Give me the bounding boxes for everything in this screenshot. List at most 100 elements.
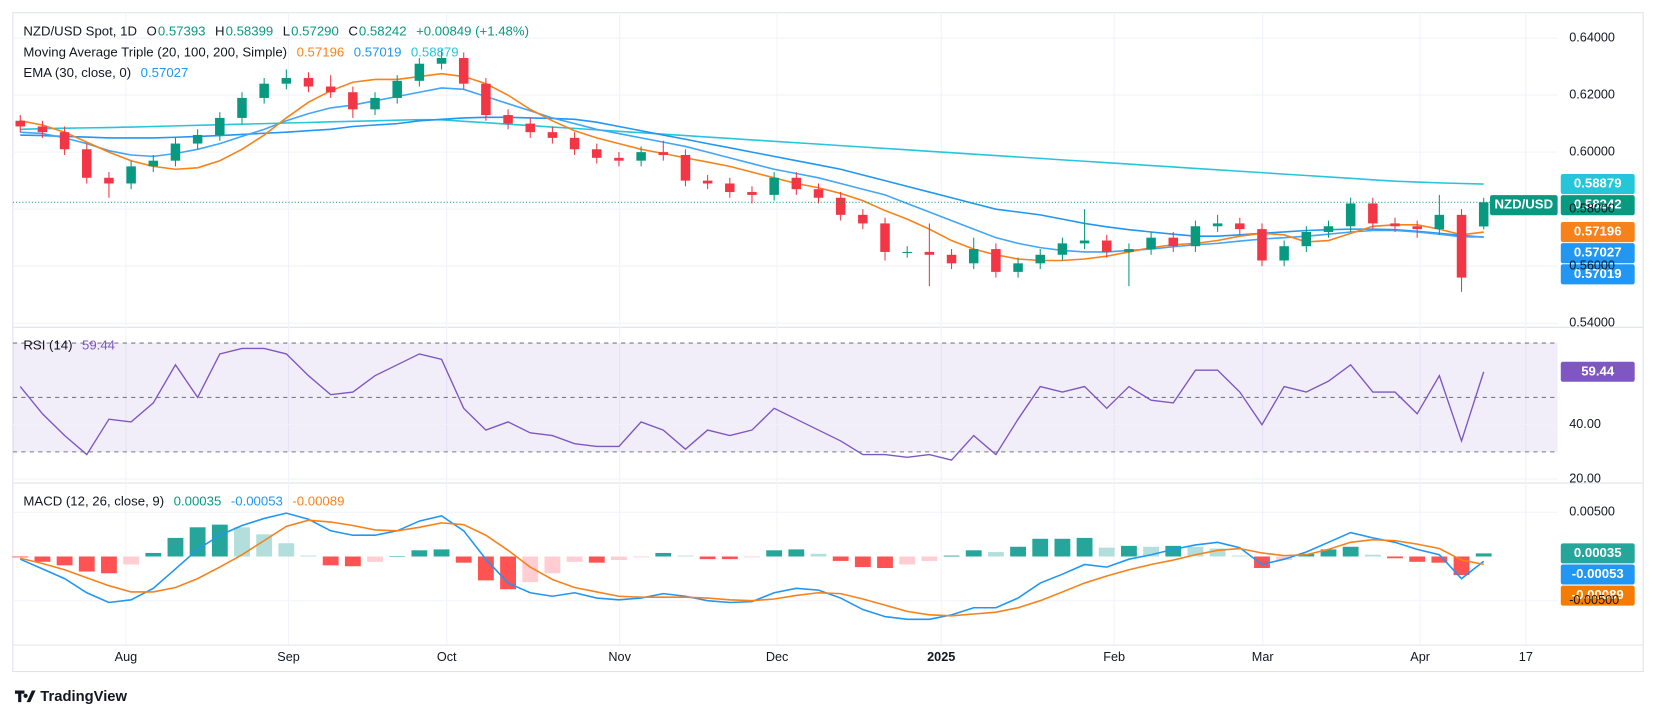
candle-body (1323, 226, 1334, 232)
legend-item: C (348, 24, 358, 39)
histogram-bar (322, 556, 339, 566)
brand: TradingView (40, 689, 127, 705)
candle-body (1013, 263, 1023, 272)
x-tick-label: Sep (277, 650, 300, 664)
histogram-bar (921, 556, 938, 561)
candle-body (1257, 229, 1267, 261)
histogram-bar (367, 556, 383, 562)
candle-body (1079, 240, 1090, 244)
histogram-bar (256, 534, 273, 557)
histogram-bar (655, 552, 672, 557)
candle-body (1102, 240, 1112, 252)
histogram-bar (1165, 545, 1182, 557)
candle-body (946, 254, 957, 264)
legend-item: 0.57027 (141, 65, 189, 80)
legend-item: -0.00053 (231, 494, 283, 509)
candle-body (1412, 226, 1422, 230)
price-tag (1560, 564, 1635, 585)
candle-body (614, 157, 624, 161)
histogram-bar (899, 556, 916, 565)
legend-item: H (215, 24, 225, 39)
price-tag-label: 0.58242 (1574, 197, 1622, 212)
candle-body (924, 251, 935, 255)
histogram-bar (433, 549, 450, 557)
candle-body (82, 149, 92, 178)
histogram-bar (1342, 546, 1359, 557)
histogram-bar (411, 550, 428, 557)
histogram-bar (566, 556, 583, 562)
histogram-bar (987, 552, 1004, 557)
histogram-bar (744, 556, 760, 558)
legend-item: L (283, 24, 290, 39)
histogram-bar (78, 556, 95, 572)
candle-body (1168, 237, 1179, 247)
histogram-bar (1387, 556, 1403, 559)
histogram-bar (56, 556, 73, 566)
candle-body (392, 80, 402, 98)
y-tick-label: -0.00500 (1569, 593, 1619, 607)
histogram-bar (123, 556, 140, 565)
y-tick-label: 0.62000 (1569, 87, 1615, 101)
candle-body (348, 92, 358, 110)
y-tick-label: 0.00500 (1569, 505, 1615, 519)
candle-body (1390, 223, 1400, 227)
legend-item: 0.57393 (158, 24, 206, 39)
candle-body (791, 177, 802, 190)
x-tick-label: Aug (115, 650, 138, 664)
histogram-bar (788, 549, 805, 557)
histogram-bar (101, 556, 117, 574)
tags-layer: 0.58879 NZD/USD 0.58242 0.57196 0.57027 0.570… (1490, 174, 1635, 606)
candle-body (414, 63, 425, 81)
candle-body (1124, 249, 1134, 252)
x-tick-label: Mar (1252, 650, 1274, 664)
candle-body (880, 223, 890, 252)
legend-item: RSI (14) (23, 338, 72, 353)
candle-body (1478, 202, 1489, 227)
candle-body (991, 249, 1001, 272)
histogram-bar (1098, 547, 1115, 557)
candle-body (237, 97, 247, 118)
candle-body (525, 123, 535, 133)
candle-body (1146, 237, 1156, 250)
candle-body (547, 132, 558, 138)
candle-body (281, 77, 292, 84)
histogram-bar (943, 555, 960, 557)
candle-body (259, 83, 269, 98)
x-tick-label: Nov (608, 650, 631, 664)
candle-body (702, 180, 713, 184)
candle-body (658, 152, 669, 155)
x-tick-label: Feb (1103, 650, 1125, 664)
marks-layer (12, 49, 1558, 621)
line-series (20, 72, 1484, 262)
candle-body (1235, 223, 1245, 230)
y-tick-label: 0.54000 (1569, 316, 1615, 330)
candle-body (769, 177, 779, 195)
histogram-bar (389, 556, 406, 558)
candle-body (126, 166, 136, 184)
legend-item: Moving Average Triple (20, 100, 200, Sim… (23, 45, 287, 60)
symbol-tag-box (1490, 195, 1558, 216)
line-series (20, 519, 1484, 617)
histogram-bar (455, 556, 472, 563)
candle-body (303, 77, 314, 87)
legend-item: 0.57019 (354, 45, 402, 60)
histogram-bar (1320, 549, 1337, 557)
legend-item: EMA (30, close, 0) (23, 65, 131, 80)
histogram-bar (189, 527, 206, 557)
candle-body (1434, 214, 1445, 230)
histogram-bar (965, 550, 982, 557)
price-tag (1560, 361, 1635, 382)
candle-body (1301, 231, 1312, 247)
price-tag-label: -0.00053 (1572, 566, 1624, 581)
histogram-bar (1475, 553, 1492, 557)
candle-body (725, 183, 735, 193)
price-tag (1560, 264, 1635, 285)
legend-item: 59.44 (82, 338, 115, 353)
histogram-bar (1143, 546, 1160, 557)
legend-item: 0.58399 (226, 24, 274, 39)
line-series (20, 118, 1484, 185)
legend-item: 0.00035 (174, 494, 222, 509)
histogram-bar (1364, 554, 1381, 557)
